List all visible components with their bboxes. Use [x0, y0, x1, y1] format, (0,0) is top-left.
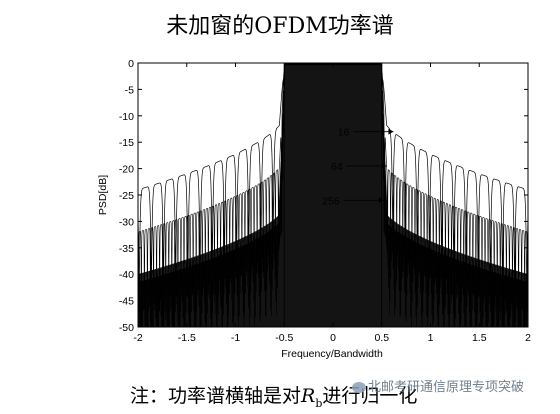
x-axis-label: Frequency/Bandwidth: [281, 348, 383, 360]
annotation-label-256: 256: [322, 195, 340, 207]
x-tick-label-6: 1: [428, 332, 434, 344]
x-tick-label-0: -2: [133, 332, 142, 344]
x-tick-label-2: -1: [231, 332, 240, 344]
watermark: 北邮考研通信原理专项突破: [352, 376, 524, 395]
y-tick-label-5: -25: [119, 190, 134, 202]
y-tick-label-6: -30: [119, 216, 134, 228]
y-tick-label-10: -50: [119, 322, 134, 334]
x-tick-label-3: -0.5: [275, 332, 293, 344]
footnote-suffix: 进行归一化: [322, 385, 418, 407]
footnote-subscript: b: [315, 396, 323, 410]
annotation-label-64: 64: [331, 161, 343, 173]
y-tick-label-8: -40: [119, 269, 134, 281]
x-tick-label-5: 0.5: [374, 332, 389, 344]
chart-title: 未加窗的OFDM功率谱: [166, 14, 394, 39]
x-tick-label-4: 0: [330, 332, 336, 344]
x-tick-label-8: 2: [525, 332, 531, 344]
y-tick-label-9: -45: [119, 296, 134, 308]
x-tick-label-7: 1.5: [472, 332, 487, 344]
y-tick-label-3: -15: [119, 137, 134, 149]
y-axis-label: PSD[dB]: [97, 175, 109, 215]
annotation-arrow-64: [381, 162, 387, 169]
annotation-arrow-16: [388, 128, 394, 135]
y-tick-label-1: -5: [125, 84, 134, 96]
footnote-symbol: R: [301, 385, 316, 407]
wechat-icon: [352, 382, 366, 393]
annotation-label-16: 16: [338, 127, 350, 139]
y-tick-label-4: -20: [119, 164, 134, 176]
y-tick-label-7: -35: [119, 243, 134, 255]
y-tick-label-0: 0: [128, 58, 134, 70]
watermark-text: 北邮考研通信原理专项突破: [368, 380, 525, 395]
footnote: 注：功率谱横轴是对Rb进行归一化: [130, 381, 417, 410]
footnote-prefix: 注：功率谱横轴是对: [130, 385, 302, 407]
y-tick-label-2: -10: [119, 111, 134, 123]
annotation-arrow-256: [378, 197, 384, 204]
x-tick-label-1: -1.5: [178, 332, 196, 344]
